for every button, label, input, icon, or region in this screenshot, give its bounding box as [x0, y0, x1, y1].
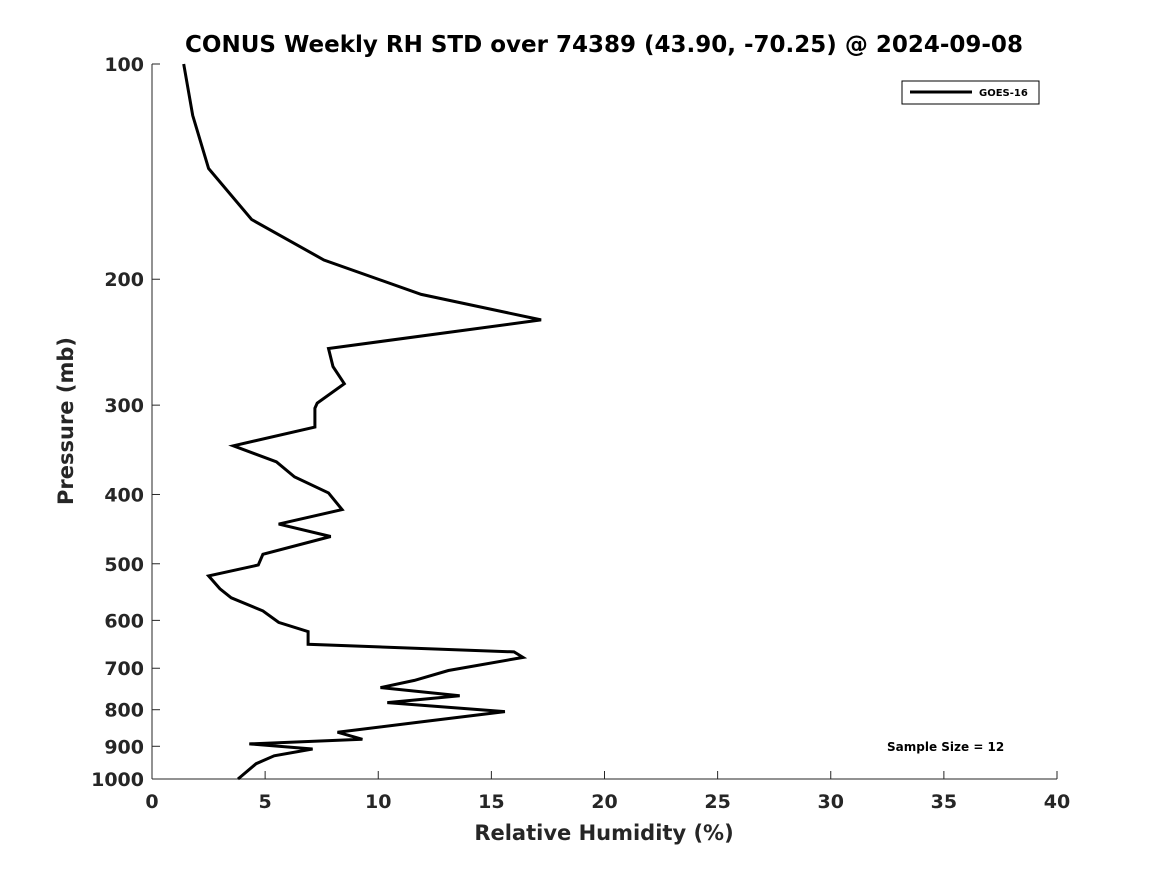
x-tick-label: 5	[259, 791, 272, 813]
chart-title: CONUS Weekly RH STD over 74389 (43.90, -…	[185, 32, 1023, 58]
y-tick-label: 200	[104, 269, 144, 291]
y-tick-label: 800	[104, 700, 144, 722]
x-tick-group: 0 5 10 15 20 25 30 35 40	[145, 771, 1070, 813]
series-line-goes-16	[182, 63, 542, 781]
x-tick-label: 20	[591, 791, 617, 813]
y-tick-label: 600	[104, 610, 144, 632]
y-axis-label: Pressure (mb)	[54, 337, 78, 505]
legend-label: GOES-16	[979, 88, 1028, 99]
x-axis-label: Relative Humidity (%)	[474, 821, 733, 845]
x-tick-label: 0	[145, 791, 158, 813]
y-tick-label: 300	[104, 395, 144, 417]
y-tick-label: 900	[104, 736, 144, 758]
x-tick-label: 10	[365, 791, 391, 813]
x-tick-label: 30	[818, 791, 844, 813]
sample-size-annotation: Sample Size = 12	[887, 740, 1004, 754]
x-tick-label: 40	[1044, 791, 1070, 813]
y-tick-label: 700	[104, 658, 144, 680]
x-tick-label: 25	[704, 791, 730, 813]
x-tick-label: 15	[478, 791, 504, 813]
y-tick-label: 400	[104, 484, 144, 506]
x-tick-label: 35	[931, 791, 957, 813]
y-tick-label: 1000	[91, 769, 144, 791]
y-tick-label: 100	[104, 54, 144, 76]
y-tick-group: 100 200 300 400 500 600 700 800 900 1000	[91, 54, 160, 791]
legend: GOES-16	[901, 80, 1040, 105]
y-tick-label: 500	[104, 554, 144, 576]
